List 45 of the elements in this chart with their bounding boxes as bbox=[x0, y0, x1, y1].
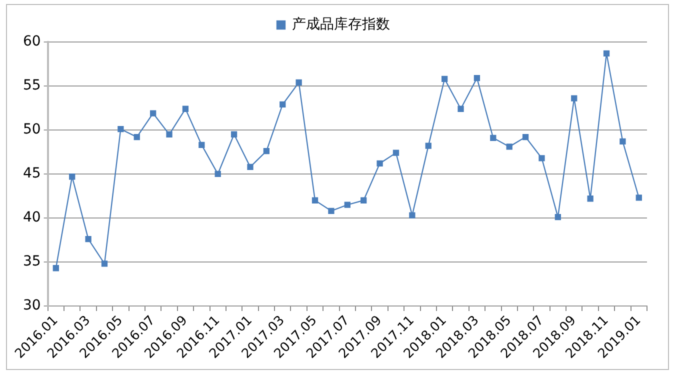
point bbox=[214, 170, 221, 178]
y-tick-label: 55 bbox=[22, 78, 41, 94]
point bbox=[69, 174, 76, 180]
point bbox=[166, 131, 172, 138]
point bbox=[344, 202, 350, 208]
point bbox=[134, 134, 140, 140]
point bbox=[280, 101, 286, 108]
point bbox=[52, 265, 59, 272]
y-tick-label: 40 bbox=[22, 210, 41, 226]
y-tick-label: 60 bbox=[22, 34, 41, 50]
y-tick-label: 30 bbox=[22, 298, 41, 314]
point bbox=[442, 76, 448, 82]
y-tick-label: 45 bbox=[22, 166, 41, 182]
point bbox=[636, 194, 642, 201]
point bbox=[85, 236, 92, 242]
point bbox=[554, 214, 562, 220]
point bbox=[587, 196, 594, 202]
point bbox=[101, 260, 108, 267]
point bbox=[118, 126, 124, 132]
point bbox=[360, 197, 367, 204]
point bbox=[425, 142, 432, 149]
y-tick-label: 50 bbox=[22, 122, 41, 138]
point bbox=[182, 106, 189, 112]
y-tick-label: 35 bbox=[22, 254, 41, 270]
point bbox=[603, 50, 610, 57]
point bbox=[458, 106, 464, 112]
point bbox=[474, 75, 480, 82]
point bbox=[392, 150, 400, 156]
point bbox=[198, 142, 205, 148]
point bbox=[328, 208, 334, 214]
point bbox=[312, 197, 318, 204]
point bbox=[571, 95, 578, 102]
point bbox=[263, 148, 270, 154]
point bbox=[538, 155, 545, 162]
point bbox=[376, 160, 383, 166]
point bbox=[230, 131, 238, 138]
point bbox=[620, 138, 626, 144]
point bbox=[522, 134, 529, 140]
point bbox=[296, 79, 302, 86]
point bbox=[150, 110, 156, 116]
legend-label: 产成品库存指数 bbox=[292, 16, 390, 33]
point bbox=[409, 212, 416, 218]
point bbox=[506, 144, 512, 150]
point bbox=[490, 134, 496, 141]
point bbox=[247, 164, 254, 170]
